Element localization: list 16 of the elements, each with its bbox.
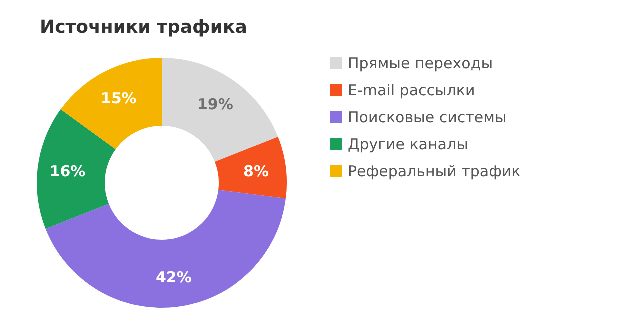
legend-label: Реферальный трафик	[348, 162, 521, 180]
data-label: 15%	[100, 90, 137, 108]
legend-label: Другие каналы	[348, 135, 468, 154]
donut-slice	[214, 136, 287, 199]
legend-label: Поисковые системы	[348, 108, 507, 126]
legend-label: Прямые переходы	[348, 54, 494, 72]
donut-slice	[46, 190, 286, 308]
data-label: 8%	[244, 162, 269, 180]
data-label: 42%	[156, 268, 192, 286]
data-label: 19%	[197, 96, 234, 114]
donut-slice	[37, 110, 116, 230]
chart-title: Источники трафика	[40, 17, 248, 38]
legend-label: E-mail рассылки	[348, 81, 476, 100]
donut-slice	[162, 58, 278, 162]
donut-slice	[60, 58, 162, 150]
data-label: 16%	[50, 162, 86, 180]
